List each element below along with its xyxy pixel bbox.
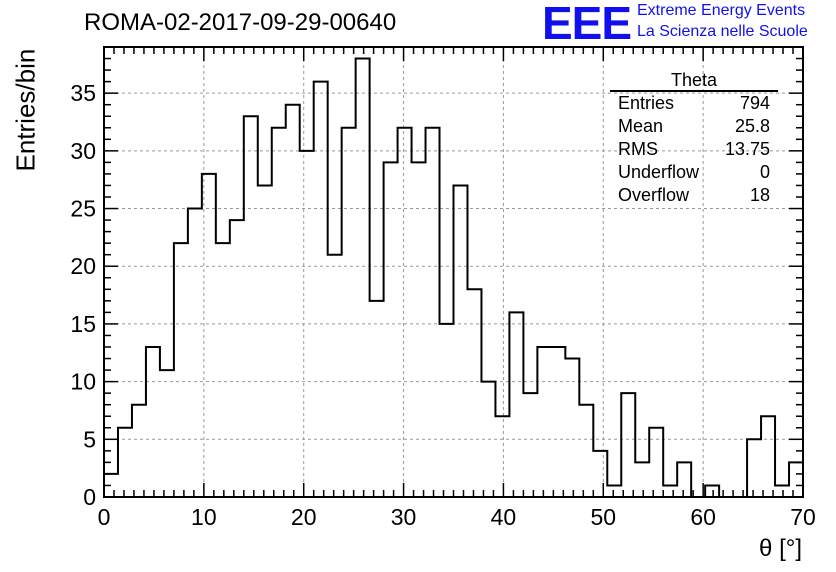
histogram-bin — [565, 359, 579, 497]
plot-frame — [103, 46, 804, 498]
stats-title: Theta — [610, 70, 778, 92]
stats-value: 794 — [739, 93, 770, 113]
y-tick-label: 30 — [70, 138, 96, 164]
stats-row: Entries 794 — [610, 92, 778, 115]
histogram-bin — [328, 255, 342, 497]
x-axis-label: θ [°] — [759, 535, 802, 562]
histogram-outline — [103, 57, 804, 498]
histogram-bin — [174, 243, 188, 497]
axis-ticks — [103, 46, 804, 498]
histogram-bin — [705, 485, 719, 497]
histogram-bin — [398, 128, 412, 497]
y-tick-label: 10 — [70, 369, 96, 395]
histogram-bin — [747, 439, 761, 497]
histogram-bin — [286, 105, 300, 497]
histogram-bin — [649, 428, 663, 497]
histogram-bin — [216, 243, 230, 497]
histogram-bin — [467, 289, 481, 497]
y-axis-label: Entries/bin — [10, 48, 41, 172]
stats-row: Overflow 18 — [610, 184, 778, 207]
histogram-bin — [775, 485, 789, 497]
histogram-bin — [635, 462, 649, 497]
x-tick-label: 70 — [790, 504, 816, 530]
stats-row: Mean 25.8 — [610, 115, 778, 138]
histogram-bin — [761, 416, 775, 497]
histogram-bin — [146, 347, 160, 497]
stats-value: 25.8 — [734, 116, 770, 136]
stats-row: RMS 13.75 — [610, 138, 778, 161]
logo-text-line2: La Scienza nelle Scuole — [637, 23, 808, 40]
histogram-bin — [537, 347, 551, 497]
histogram-bin — [258, 185, 272, 497]
histogram-bin — [551, 347, 565, 497]
histogram-bin — [523, 393, 537, 497]
histogram-bin — [607, 485, 621, 497]
x-tick-label: 10 — [191, 504, 217, 530]
chart-title: ROMA-02-2017-09-29-00640 — [84, 9, 397, 36]
histogram-bin — [454, 185, 468, 497]
histogram-bin — [230, 220, 244, 497]
histogram-bin — [356, 59, 370, 497]
stats-value: 18 — [749, 185, 770, 205]
tick-labels: 0 10 20 30 40 50 60 70 0 5 10 15 20 25 30 35 — [70, 80, 815, 530]
histogram-bin — [118, 428, 132, 497]
histogram-bin — [593, 451, 607, 497]
histogram-bin — [272, 128, 286, 497]
logo-text-line1: Extreme Energy Events — [637, 2, 806, 19]
histogram-bin — [579, 405, 593, 497]
histogram-bin — [342, 128, 356, 497]
stats-label: RMS — [618, 139, 658, 159]
y-tick-label: 15 — [70, 311, 96, 337]
histogram-bin — [663, 485, 677, 497]
stats-label: Mean — [618, 116, 664, 136]
stats-value: 0 — [759, 162, 770, 182]
x-tick-label: 30 — [391, 504, 417, 530]
x-tick-label: 50 — [590, 504, 616, 530]
histogram-bin — [160, 370, 174, 497]
eee-logo: EEE — [542, 0, 632, 49]
histogram-bin — [244, 116, 258, 497]
histogram-bin — [188, 209, 202, 497]
histogram-bin — [426, 128, 440, 497]
y-tick-label: 5 — [83, 426, 96, 452]
histogram-bin — [300, 151, 314, 497]
y-tick-label: 35 — [70, 80, 96, 106]
stats-label: Entries — [618, 93, 675, 113]
histogram-bin — [314, 82, 328, 497]
histogram-bin — [384, 162, 398, 497]
y-tick-label: 25 — [70, 196, 96, 222]
histogram-bin — [509, 312, 523, 497]
x-tick-label: 60 — [690, 504, 716, 530]
x-tick-label: 20 — [291, 504, 317, 530]
histogram-bin — [440, 324, 454, 497]
y-tick-label: 20 — [70, 253, 96, 279]
stats-label: Overflow — [618, 185, 690, 205]
x-tick-label: 40 — [491, 504, 517, 530]
y-tick-label: 0 — [83, 484, 96, 510]
histogram-bin — [495, 416, 509, 497]
histogram-bin — [412, 162, 426, 497]
histogram-bin — [677, 462, 691, 497]
histogram-bin — [621, 393, 635, 497]
histogram-bin — [132, 405, 146, 497]
x-tick-label: 0 — [98, 504, 111, 530]
stats-row: Underflow 0 — [610, 161, 778, 184]
histogram-bin — [370, 301, 384, 497]
stats-box: Theta Entries 794 Mean 25.8 RMS 13.75 Under… — [610, 70, 778, 207]
stats-value: 13.75 — [724, 139, 770, 159]
stats-label: Underflow — [618, 162, 700, 182]
histogram-bin — [789, 462, 803, 497]
